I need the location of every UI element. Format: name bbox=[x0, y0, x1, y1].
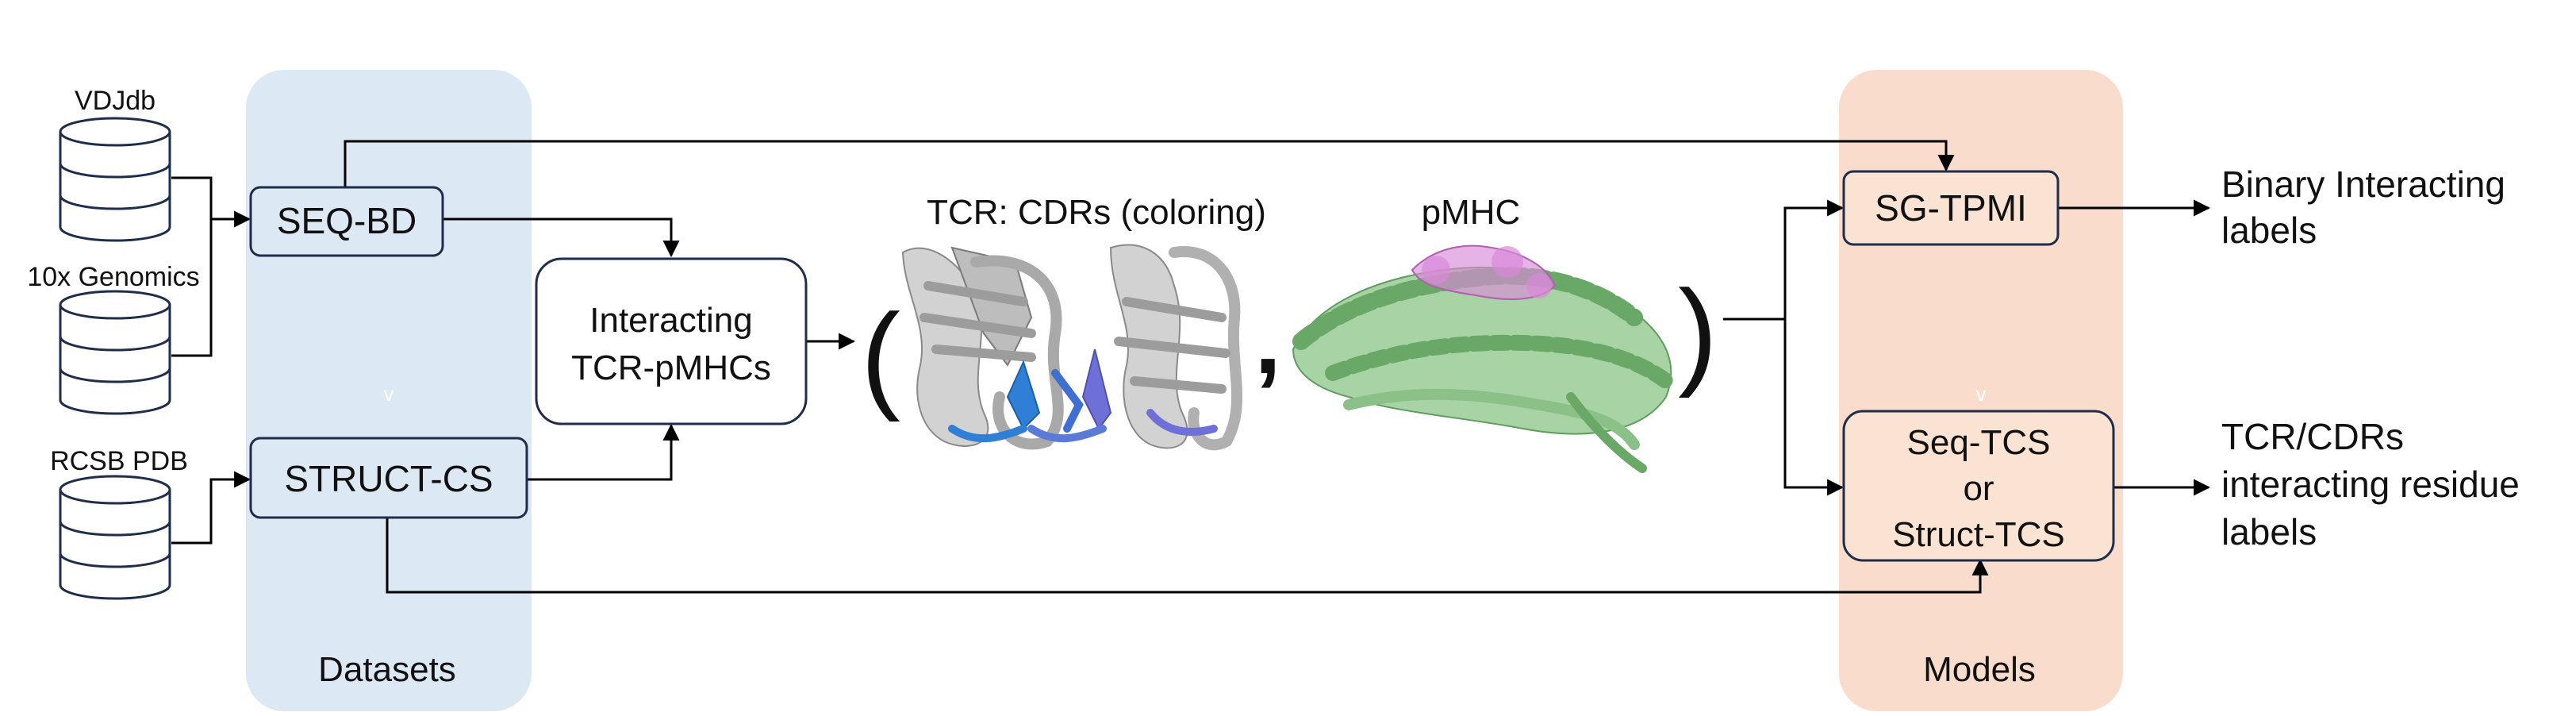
database-label-10x-genomics: 10x Genomics bbox=[27, 262, 199, 292]
split-to-seq-tcs-arrow bbox=[1783, 319, 1845, 496]
seq-bd-label: SEQ-BD bbox=[277, 200, 417, 241]
residue-output-line1: TCR/CDRs bbox=[2221, 416, 2404, 457]
datasets-panel-mark: v bbox=[384, 382, 394, 406]
seq-bd-to-interacting-arrow bbox=[443, 217, 680, 258]
seq-tcs-box: Seq-TCS or Struct-TCS bbox=[1842, 410, 2115, 562]
seq-bd-box: SEQ-BD bbox=[249, 186, 444, 257]
sg-tpmi-label: SG-TPMI bbox=[1875, 187, 2027, 229]
struct-cs-to-interacting-arrow bbox=[527, 423, 680, 481]
rcsb-to-struct-cs-arrow bbox=[171, 471, 251, 545]
interacting-label-line2: TCR-pMHCs bbox=[571, 348, 771, 387]
split-to-sg-tpmi-arrow bbox=[1783, 199, 1845, 319]
pmhc-structure-image bbox=[1292, 244, 1674, 473]
vdjdb-to-merge-line bbox=[171, 176, 213, 357]
vdjdb-database-icon: VDJdb bbox=[59, 86, 171, 242]
seq-tcs-label-line2: or bbox=[1963, 469, 1994, 508]
tcr-structure-image bbox=[901, 244, 1243, 451]
connectors bbox=[171, 140, 2211, 594]
sg-tpmi-box: SG-TPMI bbox=[1842, 170, 2060, 246]
seq-tcs-label-line3: Struct-TCS bbox=[1892, 515, 2065, 554]
close-parenthesis: ) bbox=[1678, 265, 1718, 398]
struct-cs-label: STRUCT-CS bbox=[284, 458, 493, 499]
struct-cs-to-seq-tcs-arrow bbox=[386, 518, 1989, 594]
models-panel-mark: v bbox=[1976, 382, 1987, 406]
interacting-label-line1: Interacting bbox=[589, 301, 752, 340]
interacting-tcr-pmhcs-box: Interacting TCR-pMHCs bbox=[535, 257, 808, 425]
tuple-comma: , bbox=[1254, 287, 1280, 394]
struct-cs-box: STRUCT-CS bbox=[249, 437, 528, 519]
10x-genomics-database-icon: 10x Genomics bbox=[27, 262, 200, 415]
pmhc-caption: pMHC bbox=[1422, 193, 1521, 232]
open-parenthesis: ( bbox=[861, 289, 900, 422]
tcr-caption: TCR: CDRs (coloring) bbox=[927, 193, 1266, 232]
seq-tcs-label-line1: Seq-TCS bbox=[1907, 423, 2051, 462]
residue-output-line3: labels bbox=[2221, 511, 2317, 552]
database-label-vdjdb: VDJdb bbox=[75, 86, 155, 116]
residue-output-line2: interacting residue bbox=[2221, 464, 2520, 505]
models-panel-label: Models bbox=[1923, 650, 2036, 689]
binary-output-line1: Binary Interacting bbox=[2221, 164, 2505, 205]
rcsb-pdb-database-icon: RCSB PDB bbox=[50, 446, 188, 600]
database-label-rcsb-pdb: RCSB PDB bbox=[50, 446, 188, 476]
datasets-panel-label: Datasets bbox=[318, 650, 456, 689]
seq-bd-to-sg-tpmi-arrow bbox=[344, 140, 1955, 187]
binary-output-line2: labels bbox=[2221, 210, 2317, 251]
